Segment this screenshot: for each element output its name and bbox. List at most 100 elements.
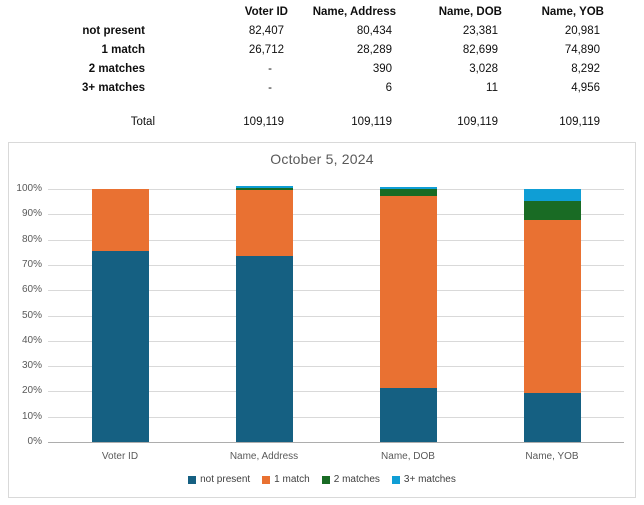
x-category-label: Name, YOB xyxy=(525,451,579,462)
stacked-bar[interactable] xyxy=(523,189,581,442)
bar-segment-3-matches xyxy=(523,189,581,201)
y-tick-label: 50% xyxy=(21,309,42,321)
table-row: 2 matches - 390 3,028 8,292 xyxy=(0,59,644,78)
y-tick-label: 40% xyxy=(21,334,42,346)
gridline xyxy=(48,214,624,216)
table-cell[interactable]: 390 xyxy=(372,62,392,75)
stacked-bar[interactable] xyxy=(91,189,149,442)
bar-segment-2-matches xyxy=(379,189,437,197)
table-cell[interactable]: 82,407 xyxy=(248,24,284,37)
row-label[interactable]: 1 match xyxy=(101,43,145,56)
legend-swatch-3-matches xyxy=(391,475,400,484)
legend-swatch-1-match xyxy=(262,475,271,484)
bar-segment-not-present xyxy=(235,255,293,442)
x-category-label: Name, DOB xyxy=(381,451,435,462)
bar-segment-not-present xyxy=(523,393,581,442)
category-slot xyxy=(192,186,336,442)
table-cell[interactable]: 74,890 xyxy=(564,43,600,56)
x-axis-line xyxy=(48,442,624,443)
y-tick-label: 70% xyxy=(21,258,42,270)
chart-legend: not present 1 match 2 matches 3+ matches xyxy=(9,474,635,485)
category-slot xyxy=(480,189,624,442)
bar-segment-1-match xyxy=(523,219,581,394)
gridline xyxy=(48,340,624,342)
total-cell[interactable]: 109,119 xyxy=(457,115,498,128)
column-header[interactable]: Voter ID xyxy=(244,5,288,18)
gridline xyxy=(48,239,624,241)
legend-label: not present xyxy=(200,474,251,485)
table-row: 1 match 26,712 28,289 82,699 74,890 xyxy=(0,40,644,59)
gridline xyxy=(48,416,624,418)
category-slot xyxy=(336,187,480,442)
chart-title: October 5, 2024 xyxy=(270,151,374,167)
y-tick-label: 90% xyxy=(21,208,42,220)
summary-table: Voter ID Name, Address Name, DOB Name, YOB n… xyxy=(0,2,644,131)
legend-item: 1 match xyxy=(262,474,310,485)
total-row: Total 109,119 109,119 109,119 109,119 xyxy=(0,112,644,131)
bar-segment-2-matches xyxy=(523,200,581,220)
legend-item: 3+ matches xyxy=(391,474,456,485)
bar-segment-1-match xyxy=(235,189,293,256)
y-tick-label: 100% xyxy=(16,183,42,194)
legend-swatch-2-matches xyxy=(321,475,330,484)
table-cell[interactable]: 26,712 xyxy=(248,43,284,56)
row-label[interactable]: 3+ matches xyxy=(82,81,145,94)
y-tick-label: 0% xyxy=(27,436,42,447)
total-label[interactable]: Total xyxy=(130,115,155,128)
y-tick-label: 20% xyxy=(21,385,42,397)
table-row: 3+ matches - 6 11 4,956 xyxy=(0,78,644,97)
y-tick-label: 10% xyxy=(21,410,42,422)
total-cell[interactable]: 109,119 xyxy=(351,115,392,128)
table-cell[interactable]: 11 xyxy=(486,81,498,94)
gridline xyxy=(48,264,624,266)
bar-segment-1-match xyxy=(91,189,149,251)
gridline xyxy=(48,189,624,190)
gridline xyxy=(48,315,624,317)
total-cell[interactable]: 109,119 xyxy=(559,115,600,128)
legend-item: 2 matches xyxy=(321,474,380,485)
column-header[interactable]: Name, Address xyxy=(312,5,396,18)
bar-segment-3-matches xyxy=(379,187,437,190)
table-header-row: Voter ID Name, Address Name, DOB Name, YOB xyxy=(0,2,644,21)
x-category-label: Voter ID xyxy=(101,451,139,462)
table-cell[interactable]: 82,699 xyxy=(462,43,498,56)
legend-label: 3+ matches xyxy=(403,474,456,485)
legend-label: 1 match xyxy=(274,474,310,485)
table-row: not present 82,407 80,434 23,381 20,981 xyxy=(0,21,644,40)
bar-segment-2-matches xyxy=(235,188,293,190)
row-label[interactable]: not present xyxy=(82,24,145,37)
table-cell[interactable]: - xyxy=(268,81,272,94)
table-cell[interactable]: 3,028 xyxy=(469,62,498,75)
table-cell[interactable]: 20,981 xyxy=(564,24,600,37)
gridline xyxy=(48,366,624,368)
plot-area xyxy=(48,186,624,443)
table-cell[interactable]: 80,434 xyxy=(356,24,392,37)
gridline xyxy=(48,290,624,292)
y-tick-label: 60% xyxy=(21,284,42,296)
row-label[interactable]: 2 matches xyxy=(88,62,145,75)
table-cell[interactable]: 8,292 xyxy=(571,62,600,75)
gridline xyxy=(48,391,624,393)
y-tick-label: 80% xyxy=(21,233,42,245)
bar-segment-3-matches xyxy=(235,186,293,189)
column-header[interactable]: Name, YOB xyxy=(541,5,604,18)
table-cell[interactable]: 4,956 xyxy=(571,81,600,94)
bar-segment-1-match xyxy=(379,196,437,388)
x-category-label: Name, Address xyxy=(229,451,299,462)
total-cell[interactable]: 109,119 xyxy=(243,115,284,128)
bar-segment-not-present xyxy=(379,387,437,442)
column-header[interactable]: Name, DOB xyxy=(438,5,502,18)
table-cell[interactable]: 28,289 xyxy=(356,43,392,56)
table-cell[interactable]: 6 xyxy=(385,81,392,94)
y-tick-label: 30% xyxy=(21,360,42,372)
category-slot xyxy=(48,189,192,442)
legend-label: 2 matches xyxy=(333,474,380,485)
bar-segment-not-present xyxy=(91,250,149,442)
stacked-bar[interactable] xyxy=(235,186,293,442)
legend-item: not present xyxy=(188,474,250,485)
table-cell[interactable]: 23,381 xyxy=(462,24,498,37)
stacked-bar-chart[interactable]: October 5, 2024 not present 1 match 2 matc… xyxy=(8,142,636,498)
legend-swatch-not-present xyxy=(188,475,197,484)
table-cell[interactable]: - xyxy=(268,62,272,75)
stacked-bar[interactable] xyxy=(379,187,437,442)
